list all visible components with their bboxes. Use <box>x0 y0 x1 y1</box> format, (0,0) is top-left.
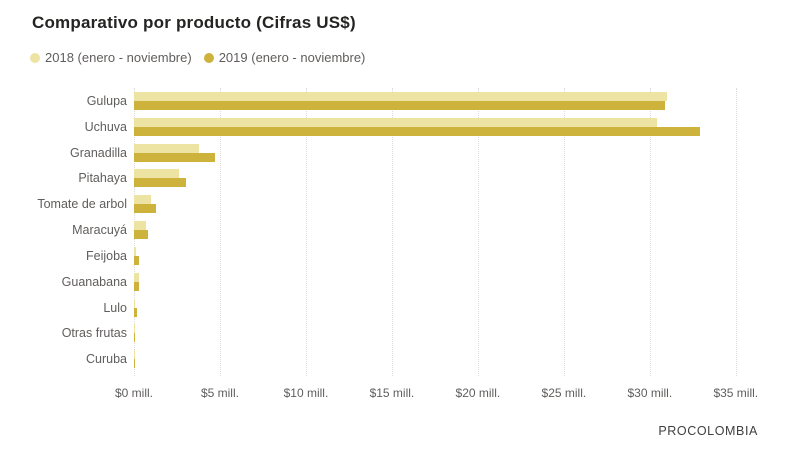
value-axis-tick-label: $30 mill. <box>627 386 673 400</box>
gridline <box>219 88 221 376</box>
category-label: Maracuyá <box>72 223 127 238</box>
bar-2019[interactable] <box>134 333 136 343</box>
bar-2018[interactable] <box>134 298 136 308</box>
chart-title: Comparativo por producto (Cifras US$) <box>32 13 356 32</box>
bar-2018[interactable] <box>134 246 137 256</box>
category-label: Lulo <box>103 300 127 315</box>
value-axis-tick-label: $25 mill. <box>541 386 587 400</box>
bar-2019[interactable] <box>134 255 140 265</box>
value-axis-tick-label: $20 mill. <box>455 386 501 400</box>
bar-2018[interactable] <box>134 117 657 127</box>
bar-2019[interactable] <box>134 307 138 317</box>
bar-2019[interactable] <box>134 178 186 188</box>
value-axis-tick-label: $5 mill. <box>200 386 239 400</box>
bar-plot-area <box>134 88 753 376</box>
value-axis-tick-label: $35 mill. <box>713 386 759 400</box>
bar-2018[interactable] <box>134 143 200 153</box>
chart-legend: 2018 (enero - noviembre) 2019 (enero - n… <box>30 50 365 65</box>
category-label: Feijoba <box>86 248 127 263</box>
category-label: Otras frutas <box>61 326 127 341</box>
bar-2018[interactable] <box>134 92 668 101</box>
gridline <box>735 88 737 376</box>
bar-2019[interactable] <box>134 281 140 291</box>
category-label: Guanabana <box>61 274 127 289</box>
category-axis: Gulupa Uchuva Granadilla Pitahaya Tomate de … <box>0 88 127 372</box>
legend-color-dot-2018 <box>30 52 40 63</box>
category-label: Curuba <box>86 352 127 367</box>
category-label: Tomate de arbol <box>37 197 127 212</box>
bar-2019[interactable] <box>134 359 135 369</box>
gridline <box>305 88 307 376</box>
gridline <box>563 88 565 376</box>
bar-2019[interactable] <box>134 204 157 214</box>
value-axis-tick-label: $0 mill. <box>114 386 154 400</box>
bar-2018[interactable] <box>134 195 152 205</box>
value-axis: $0 mill. $5 mill. $10 mill. $15 mill. $20 mi… <box>115 386 774 404</box>
bar-2019[interactable] <box>134 126 700 136</box>
bar-2018[interactable] <box>134 324 135 334</box>
category-label: Pitahaya <box>78 171 127 186</box>
gridline <box>391 88 393 376</box>
bar-2018[interactable] <box>134 169 179 179</box>
legend-color-dot-2019 <box>203 52 214 63</box>
category-label: Granadilla <box>70 145 127 160</box>
legend-label-2018: 2018 (enero - noviembre) <box>45 50 192 65</box>
bar-2018[interactable] <box>134 272 139 282</box>
value-axis-tick-label: $10 mill. <box>283 386 329 400</box>
bar-2018[interactable] <box>134 350 135 360</box>
category-label: Uchuva <box>84 119 127 134</box>
value-axis-tick-label: $15 mill. <box>369 386 415 400</box>
bar-2019[interactable] <box>134 230 148 240</box>
legend-label-2019: 2019 (enero - noviembre) <box>218 50 366 65</box>
legend-item-2019[interactable]: 2019 (enero - noviembre) <box>203 50 366 65</box>
bar-2018[interactable] <box>134 221 147 231</box>
category-label: Gulupa <box>86 94 127 108</box>
gridline <box>477 88 479 376</box>
bar-2019[interactable] <box>134 101 666 110</box>
gridline <box>649 88 651 376</box>
bar-2019[interactable] <box>134 152 215 162</box>
legend-item-2018[interactable]: 2018 (enero - noviembre) <box>30 50 192 65</box>
brand-watermark: PROCOLOMBIA <box>658 424 758 438</box>
